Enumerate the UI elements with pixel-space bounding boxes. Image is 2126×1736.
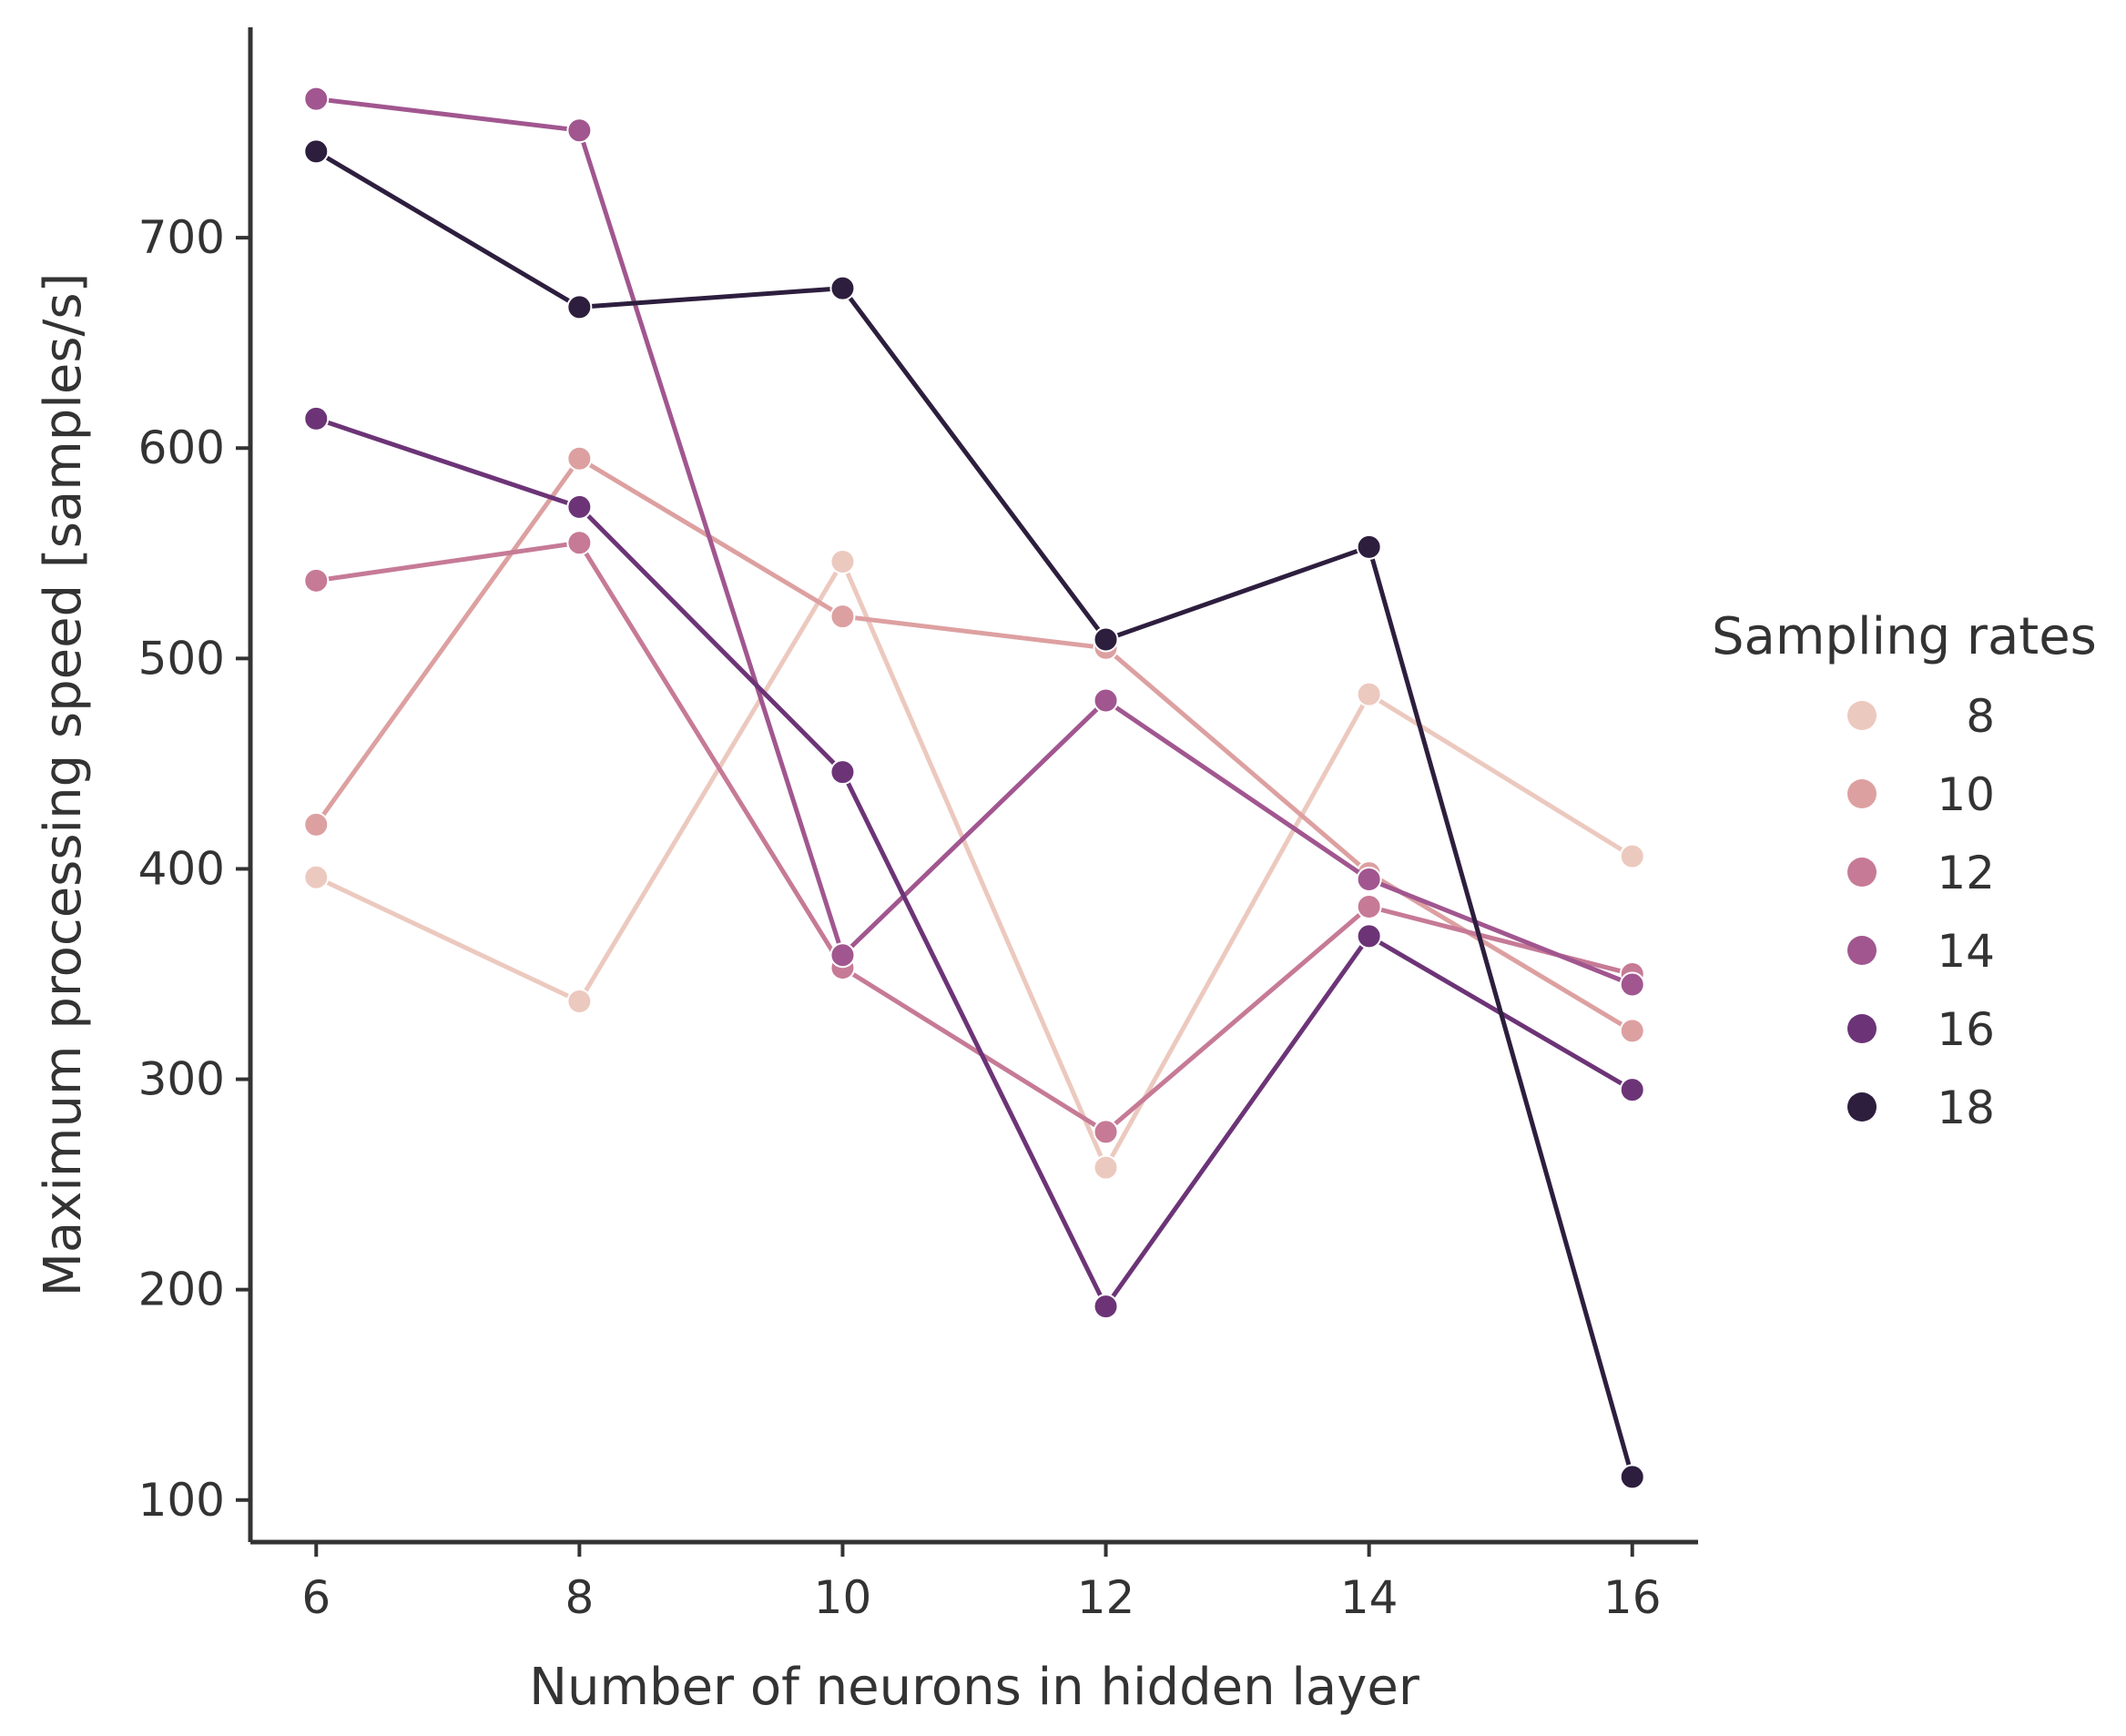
data-point	[1093, 1119, 1119, 1145]
data-point	[1356, 923, 1382, 949]
data-point	[1619, 1464, 1645, 1490]
data-point	[1619, 843, 1645, 869]
series-line	[315, 559, 1634, 1171]
x-ticks: 6 8 10 12 14 16	[301, 1542, 1662, 1624]
legend-marker	[1847, 701, 1877, 730]
data-point	[303, 864, 330, 890]
y-tick-label: 700	[138, 211, 225, 264]
data-point	[1093, 687, 1119, 714]
data-point	[566, 989, 593, 1015]
data-point	[1356, 867, 1382, 892]
x-tick-label: 12	[1077, 1571, 1135, 1624]
data-point	[566, 117, 593, 144]
legend-item: 16	[1847, 1003, 1995, 1056]
series-line	[315, 149, 1635, 1478]
data-point	[566, 493, 593, 520]
series-8	[303, 549, 1645, 1181]
series-10	[303, 445, 1645, 1044]
series-layer	[303, 86, 1645, 1490]
data-point	[1356, 533, 1382, 560]
legend-marker	[1847, 1014, 1877, 1043]
series-14	[303, 86, 1645, 998]
legend: Sampling rates 8 10 12 14 16 18	[1712, 607, 2097, 1134]
legend-item: 14	[1847, 925, 1995, 978]
y-ticks: 100 200 300 400 500 600 700	[138, 211, 250, 1527]
data-point	[829, 549, 856, 575]
series-line	[314, 456, 1633, 1033]
data-point	[1619, 971, 1645, 998]
y-axis-label: Maximum processing speed [samples/s]	[34, 273, 93, 1297]
series-12	[303, 530, 1645, 1145]
data-point	[1093, 1294, 1119, 1320]
legend-marker	[1847, 779, 1877, 808]
data-point	[566, 294, 593, 320]
y-tick-label: 500	[138, 632, 225, 685]
y-tick-label: 600	[138, 421, 225, 474]
legend-title: Sampling rates	[1712, 607, 2097, 666]
data-point	[1093, 626, 1119, 653]
y-tick-label: 300	[138, 1053, 225, 1106]
series-line	[315, 416, 1633, 1309]
data-point	[1356, 894, 1382, 920]
data-point	[1619, 1018, 1645, 1044]
series-line	[315, 540, 1633, 1134]
data-point	[829, 759, 856, 786]
x-tick-label: 6	[301, 1571, 331, 1624]
series-18	[303, 138, 1645, 1490]
x-tick-label: 14	[1340, 1571, 1399, 1624]
legend-marker	[1847, 858, 1877, 887]
data-point	[829, 942, 856, 969]
legend-item: 8	[1847, 690, 1995, 743]
x-tick-label: 16	[1603, 1571, 1662, 1624]
legend-label: 8	[1966, 690, 1995, 743]
x-tick-label: 8	[565, 1571, 594, 1624]
y-tick-label: 200	[138, 1264, 225, 1316]
data-point	[303, 567, 330, 594]
y-tick-label: 400	[138, 842, 225, 895]
legend-marker	[1847, 1092, 1877, 1122]
data-point	[829, 604, 856, 630]
legend-label: 12	[1937, 847, 1995, 899]
data-point	[303, 86, 330, 112]
data-point	[303, 811, 330, 838]
data-point	[303, 138, 330, 165]
series-16	[303, 405, 1645, 1320]
legend-label: 14	[1937, 925, 1995, 978]
legend-label: 18	[1937, 1081, 1995, 1134]
legend-item: 18	[1847, 1081, 1995, 1134]
x-axis-label: Number of neurons in hidden layer	[529, 1658, 1420, 1717]
legend-item: 10	[1847, 768, 1995, 821]
legend-item: 12	[1847, 847, 1995, 899]
data-point	[1093, 1154, 1119, 1181]
data-point	[1619, 1077, 1645, 1103]
legend-marker	[1847, 936, 1877, 965]
data-point	[829, 275, 856, 301]
legend-label: 16	[1937, 1003, 1995, 1056]
data-point	[303, 405, 330, 431]
data-point	[566, 445, 593, 472]
legend-label: 10	[1937, 768, 1995, 821]
data-point	[1356, 681, 1382, 707]
series-line	[316, 96, 1633, 987]
legend-items: 8 10 12 14 16 18	[1847, 690, 1995, 1134]
axes: 100 200 300 400 500 600 700 6 8 10 12 14 16	[138, 27, 1698, 1624]
y-tick-label: 100	[138, 1474, 225, 1527]
data-point	[566, 530, 593, 556]
x-tick-label: 10	[814, 1571, 872, 1624]
